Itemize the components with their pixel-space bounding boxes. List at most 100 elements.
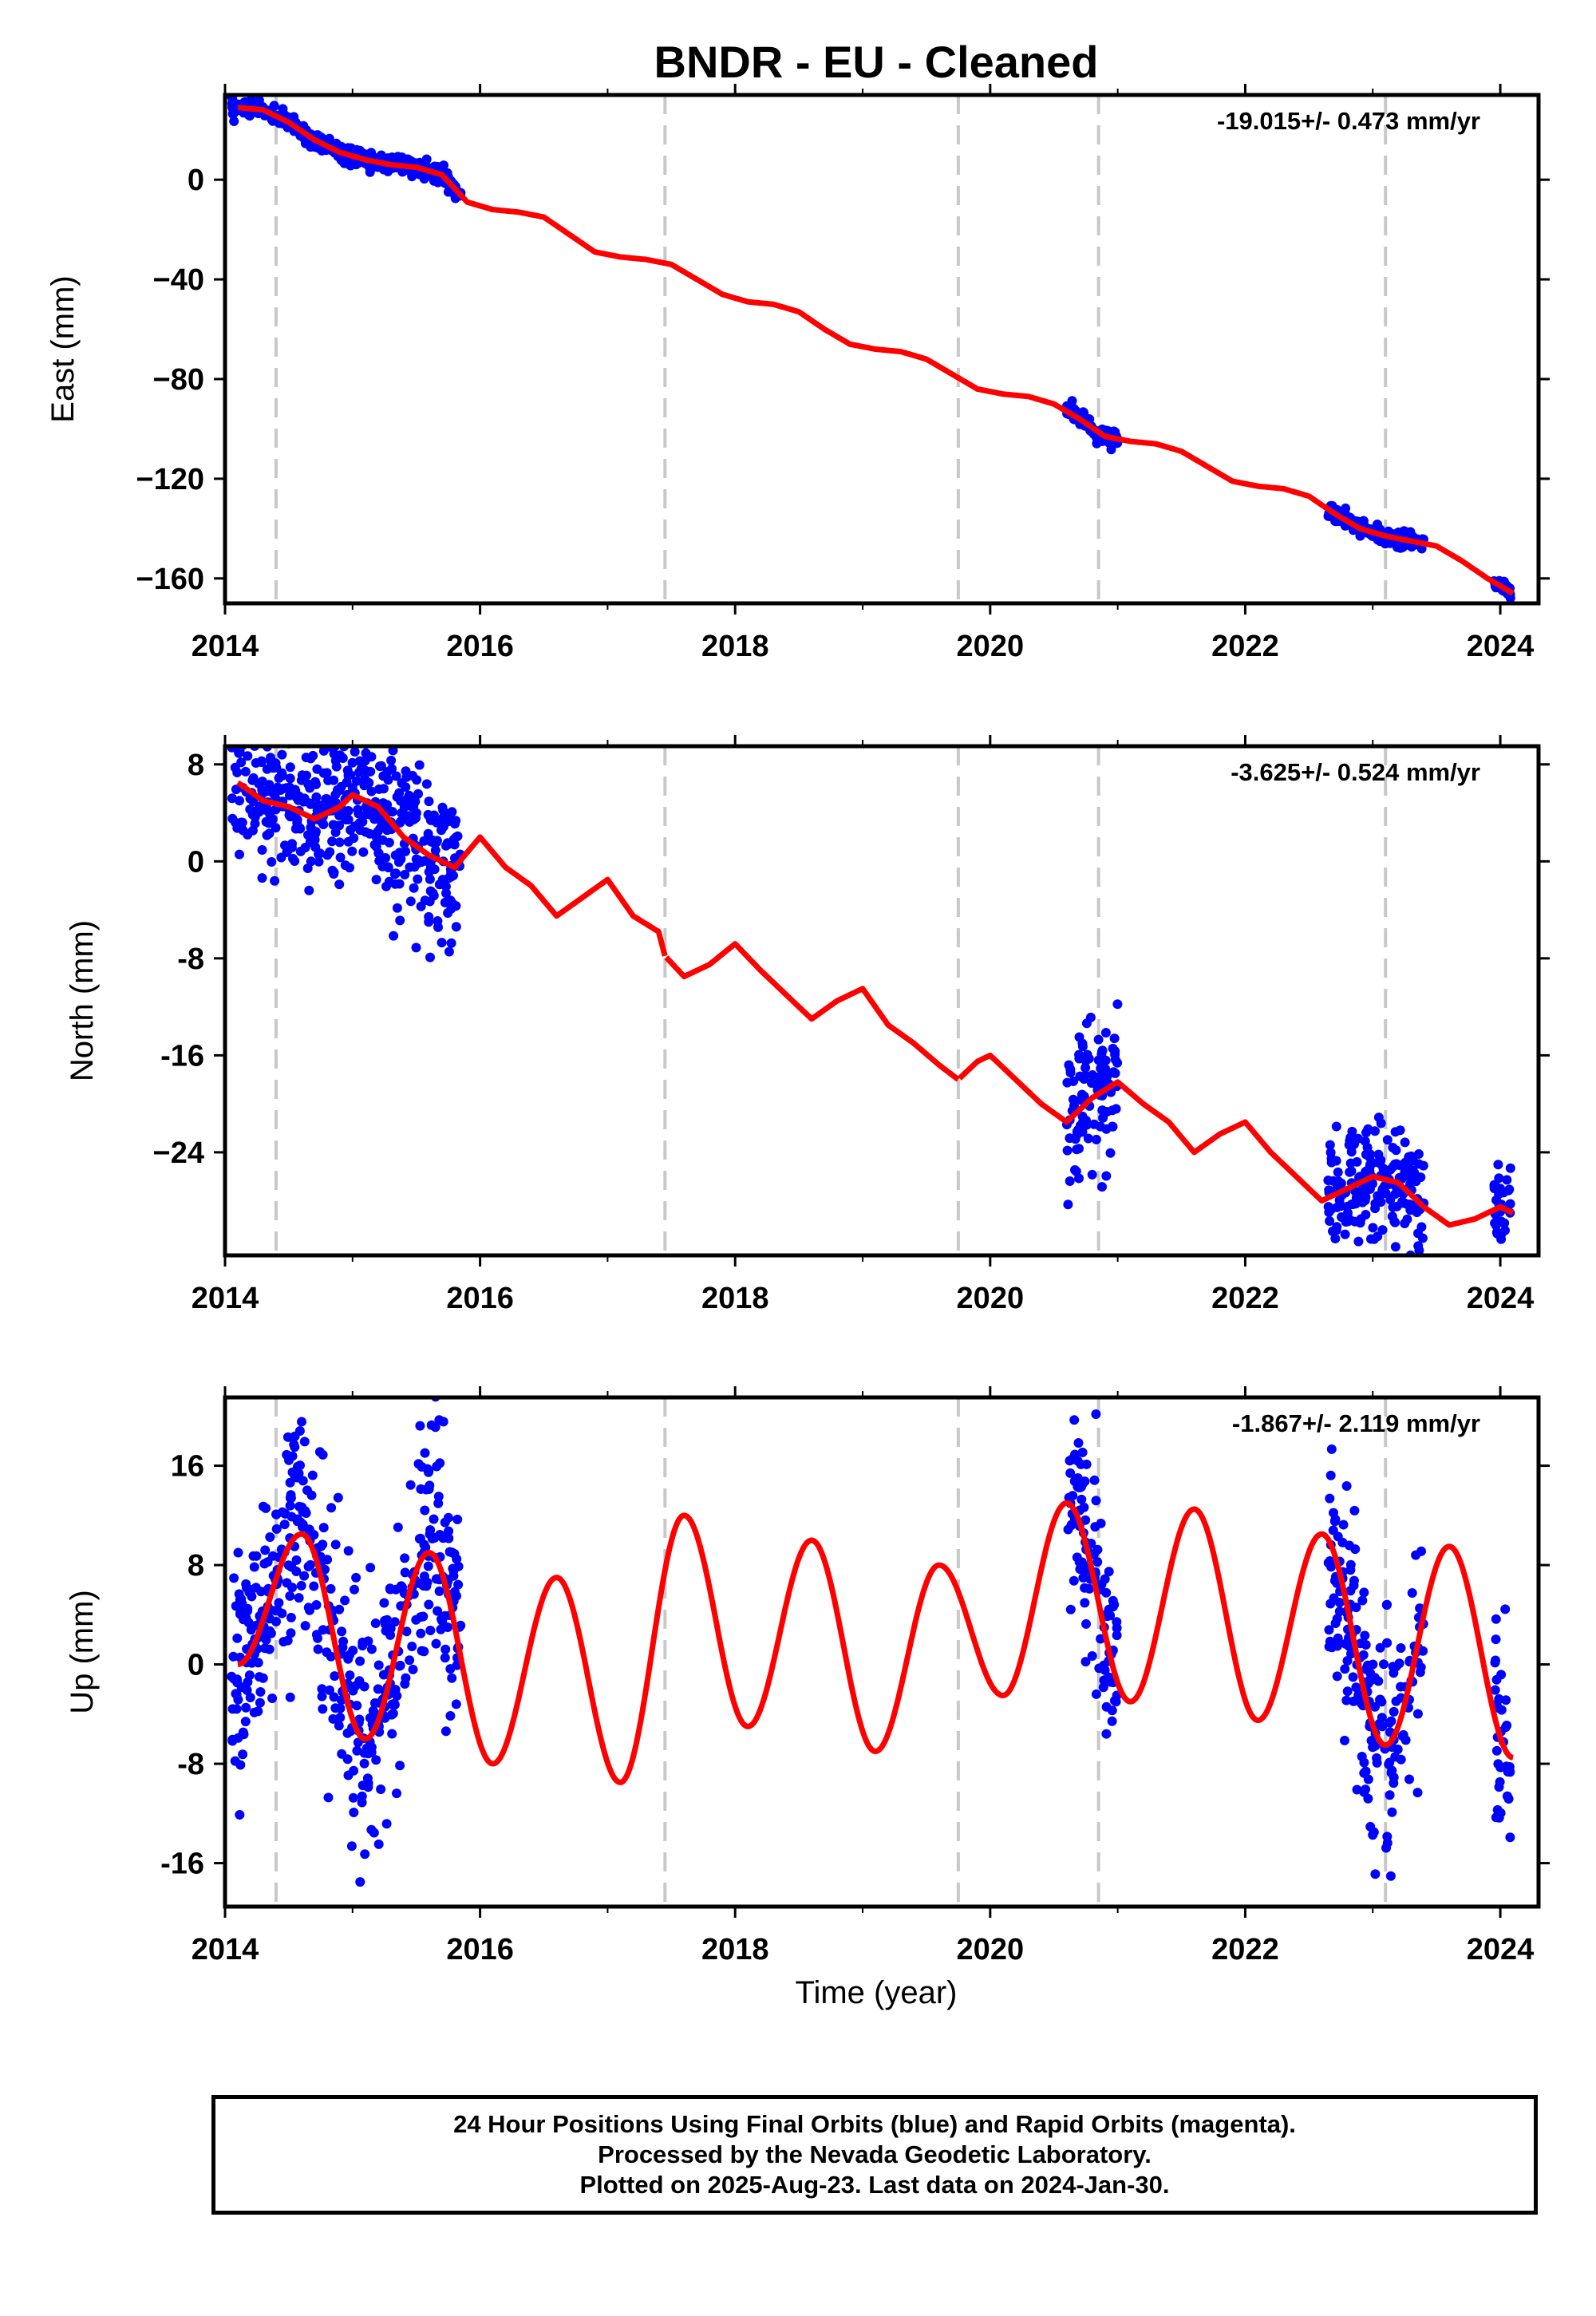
data-point bbox=[451, 1699, 461, 1709]
data-point bbox=[1502, 1175, 1512, 1185]
data-point bbox=[354, 808, 364, 819]
data-point bbox=[1357, 1752, 1367, 1761]
data-point bbox=[425, 886, 436, 896]
data-point bbox=[1358, 1650, 1369, 1660]
data-point bbox=[1353, 1236, 1364, 1247]
data-point bbox=[1323, 1176, 1333, 1185]
footer-note-box: 24 Hour Positions Using Final Orbits (bl… bbox=[211, 2095, 1538, 2215]
data-point bbox=[1491, 1655, 1500, 1666]
data-point bbox=[230, 762, 240, 773]
data-point bbox=[331, 761, 342, 772]
y-tick-label: −160 bbox=[136, 563, 204, 596]
data-point bbox=[244, 718, 254, 728]
data-point bbox=[396, 796, 406, 806]
data-point bbox=[330, 1671, 340, 1682]
data-point bbox=[326, 1583, 336, 1594]
data-point bbox=[283, 1560, 294, 1571]
data-point bbox=[1355, 1638, 1365, 1649]
y-tick-label: −40 bbox=[153, 263, 204, 297]
data-point bbox=[1490, 1685, 1500, 1695]
data-point bbox=[1385, 1717, 1395, 1728]
data-point bbox=[345, 1670, 355, 1681]
data-point bbox=[263, 736, 272, 745]
x-tick-label: 2018 bbox=[701, 1282, 769, 1315]
data-point bbox=[425, 952, 435, 962]
data-point bbox=[400, 1567, 410, 1578]
data-point bbox=[405, 896, 416, 907]
data-point bbox=[1081, 1618, 1091, 1629]
y-axis-label: North (mm) bbox=[65, 920, 100, 1081]
data-point bbox=[438, 805, 448, 816]
data-point bbox=[347, 846, 358, 856]
data-point bbox=[304, 885, 314, 895]
data-point bbox=[369, 713, 379, 722]
data-point bbox=[365, 766, 376, 777]
data-point bbox=[438, 1417, 448, 1427]
data-point bbox=[243, 1603, 253, 1614]
data-point bbox=[453, 1579, 464, 1590]
x-tick-label: 2014 bbox=[192, 630, 259, 663]
data-point bbox=[316, 1541, 326, 1551]
data-point bbox=[1091, 1409, 1101, 1419]
data-point bbox=[302, 1485, 312, 1496]
data-point bbox=[1069, 1415, 1080, 1425]
data-point bbox=[285, 1692, 295, 1702]
data-point bbox=[378, 1670, 389, 1680]
data-point bbox=[1348, 1672, 1358, 1682]
data-point bbox=[337, 1626, 347, 1637]
data-point bbox=[1400, 1167, 1410, 1177]
data-point bbox=[1102, 1107, 1112, 1117]
data-point bbox=[358, 816, 368, 827]
data-point bbox=[1330, 1618, 1341, 1628]
data-point bbox=[1070, 1165, 1080, 1175]
data-point bbox=[1390, 1752, 1400, 1762]
data-point bbox=[440, 881, 451, 891]
data-point bbox=[1373, 1191, 1383, 1201]
data-point bbox=[1404, 1774, 1414, 1784]
data-point bbox=[389, 1617, 400, 1627]
data-point bbox=[1087, 1651, 1097, 1661]
data-point bbox=[1105, 1148, 1116, 1158]
data-point bbox=[398, 166, 409, 176]
data-point bbox=[434, 1586, 444, 1596]
data-point bbox=[258, 1673, 268, 1683]
data-point bbox=[1069, 1575, 1079, 1586]
data-point bbox=[445, 1711, 456, 1721]
data-point bbox=[388, 746, 398, 756]
data-point bbox=[286, 1612, 296, 1622]
data-point bbox=[341, 815, 351, 824]
data-point bbox=[395, 915, 405, 926]
data-point bbox=[392, 1690, 402, 1701]
data-point bbox=[326, 1503, 337, 1513]
data-point bbox=[1325, 1599, 1336, 1609]
data-point bbox=[271, 1509, 281, 1520]
data-point bbox=[1098, 1682, 1108, 1693]
data-point bbox=[1326, 1153, 1337, 1164]
data-point bbox=[1340, 1664, 1350, 1674]
data-point bbox=[445, 1664, 456, 1674]
data-point bbox=[1418, 1646, 1428, 1656]
data-point bbox=[423, 1561, 433, 1571]
data-point bbox=[1347, 1126, 1357, 1136]
data-point bbox=[1081, 1459, 1092, 1469]
data-point bbox=[1407, 1588, 1417, 1598]
data-point bbox=[318, 1449, 328, 1460]
data-point bbox=[1384, 1759, 1394, 1769]
data-point bbox=[1092, 1557, 1103, 1567]
data-point bbox=[334, 879, 345, 890]
data-point bbox=[338, 1636, 349, 1646]
data-point bbox=[1108, 1121, 1118, 1132]
data-point bbox=[294, 1468, 304, 1479]
data-point bbox=[314, 800, 324, 810]
data-point bbox=[1072, 1552, 1082, 1563]
plot-frame bbox=[223, 744, 1541, 1258]
x-axis-label: Time (year) bbox=[796, 1975, 958, 2010]
data-point bbox=[1340, 1735, 1349, 1745]
data-point bbox=[1065, 1604, 1076, 1614]
data-point bbox=[333, 1492, 343, 1503]
data-point bbox=[317, 1691, 327, 1701]
data-point bbox=[277, 749, 287, 760]
x-tick-label: 2022 bbox=[1211, 1933, 1279, 1966]
data-point bbox=[1328, 1226, 1337, 1236]
data-point bbox=[299, 1571, 310, 1581]
